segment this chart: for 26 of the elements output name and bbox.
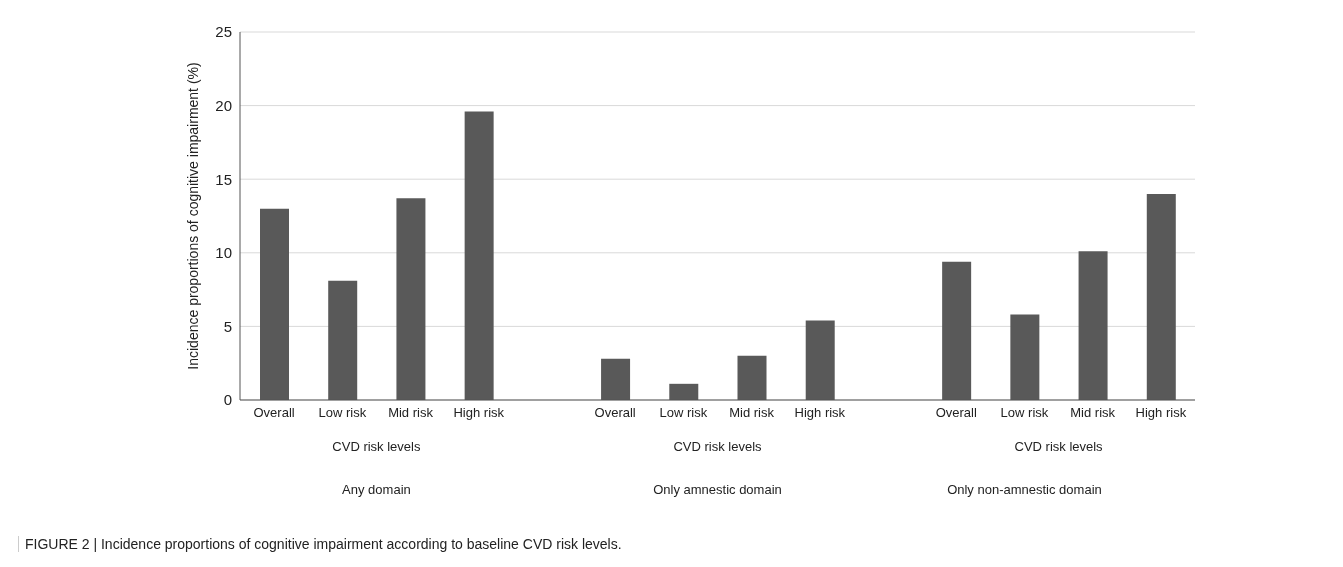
text: CVD risk levels (331, 439, 422, 454)
y-tick-label: 10 (215, 244, 232, 262)
x-tick-label: Low risk (659, 405, 708, 421)
x-tick-label: Mid risk (388, 405, 434, 421)
x-tick-label: High risk (1135, 405, 1187, 421)
y-tick-label: 5 (223, 317, 232, 335)
caption: FIGURE 2 | Incidence proportions of cognitive impairment according to baseline CVD risk levels. (18, 536, 622, 552)
x-tick-label: Low risk (318, 405, 367, 421)
y-tick-label: 15 (215, 170, 232, 188)
text: CVD risk levels (672, 439, 763, 454)
x-tick-label: High risk (453, 405, 505, 421)
y-axis-title: Incidence proportions of cognitive impairment (%) (184, 62, 201, 370)
text: Any domain (341, 482, 412, 497)
x-tick-label: Overall (594, 405, 636, 421)
x-tick-label: Low risk (1000, 405, 1049, 421)
y-tick-label: 20 (215, 96, 232, 114)
x-tick-label: Mid risk (1070, 405, 1116, 421)
text: Only non-amnestic domain (946, 482, 1103, 497)
y-tick-label: 0 (223, 391, 232, 409)
x-tick-label: Mid risk (729, 405, 775, 421)
x-tick-label: Overall (935, 405, 977, 421)
y-tick-label: 25 (215, 23, 232, 41)
text: Only amnestic domain (652, 482, 783, 497)
x-tick-label: High risk (794, 405, 846, 421)
text: CVD risk levels (1013, 439, 1104, 454)
x-tick-label: Overall (253, 405, 295, 421)
